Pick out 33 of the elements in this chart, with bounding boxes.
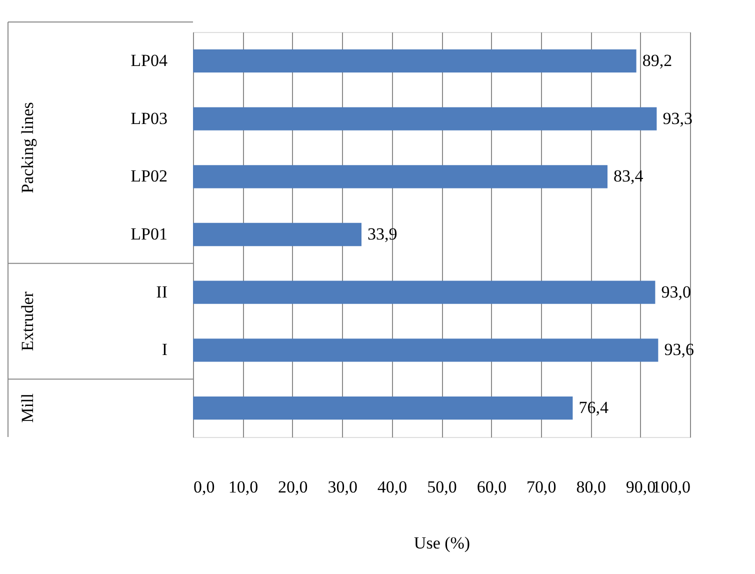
x-tick-label: 60,0 <box>476 478 507 496</box>
x-tick-label: 50,0 <box>427 478 457 496</box>
bar <box>193 165 608 188</box>
data-label: 89,2 <box>642 50 672 70</box>
bar <box>193 338 658 362</box>
x-tick-label: 40,0 <box>377 478 408 496</box>
bar <box>193 107 657 130</box>
text: Mill <box>18 393 37 423</box>
x-tick-label: 80,0 <box>576 478 606 496</box>
x-tick-label: 0,0 <box>194 478 215 496</box>
y-tick-label: LP02 <box>130 166 168 186</box>
x-tick-label: 70,0 <box>526 478 556 496</box>
bar <box>193 49 636 72</box>
data-label: 93,0 <box>661 282 691 302</box>
y-tick-label: LP03 <box>130 108 168 128</box>
bar <box>193 222 362 246</box>
y-tick-label: I <box>162 340 168 360</box>
bar <box>193 280 656 304</box>
y-tick-label: II <box>156 282 168 302</box>
y-tick-label: LP01 <box>130 224 168 244</box>
text: Extruder <box>18 291 37 352</box>
data-label: 33,9 <box>367 224 398 244</box>
x-tick-label: 20,0 <box>278 478 308 496</box>
data-label: 93,3 <box>662 108 692 128</box>
x-axis-title: Use (%) <box>414 534 470 552</box>
x-tick-label: 30,0 <box>328 478 358 496</box>
text: Packing lines <box>18 102 37 194</box>
x-tick-label: 10,0 <box>228 478 258 496</box>
bar <box>193 396 573 420</box>
data-label: 93,6 <box>664 340 694 360</box>
y-tick-label: LP04 <box>130 50 168 70</box>
data-label: 76,4 <box>578 398 609 418</box>
data-label: 83,4 <box>614 166 644 186</box>
